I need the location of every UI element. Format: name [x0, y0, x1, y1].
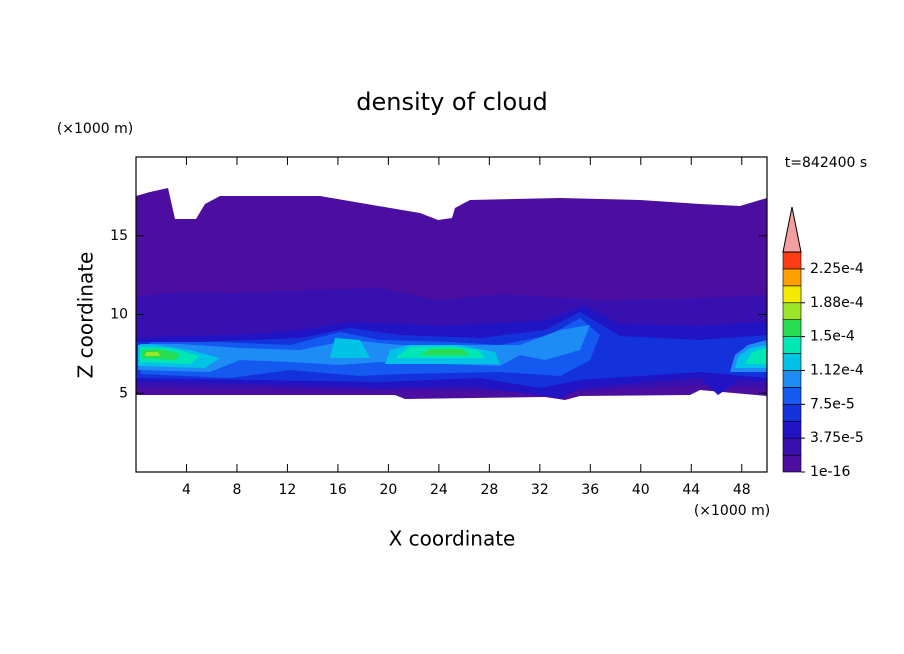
- colorbar-tick-label: 7.5e-5: [810, 396, 855, 412]
- colorbar-tick-label: 1e-16: [810, 464, 850, 480]
- x-tick-label: 24: [430, 482, 448, 498]
- y-tick-label: 15: [110, 228, 128, 244]
- colorbar-band: [782, 319, 802, 337]
- x-unit: (×1000 m): [694, 503, 770, 519]
- contour-region: [420, 349, 470, 355]
- colorbar-band: [782, 302, 802, 320]
- colorbar-tick-label: 1.88e-4: [810, 295, 864, 311]
- x-tick-label: 16: [329, 482, 347, 498]
- x-tick-label: 8: [232, 482, 241, 498]
- contour-region: [145, 352, 160, 356]
- contour-region: [142, 349, 180, 360]
- y-axis-label: Z coordinate: [74, 252, 98, 379]
- x-tick-label: 32: [531, 482, 549, 498]
- colorbar-band: [782, 454, 802, 473]
- colorbar-band: [782, 251, 802, 270]
- x-tick-label: 44: [682, 482, 700, 498]
- x-tick-label: 4: [182, 482, 191, 498]
- colorbar-band: [782, 404, 802, 422]
- colorbar: 1e-16 3.75e-5 7.5e-5 1.12e-4 1.5e-4 1.88e-4 2.…: [782, 206, 864, 480]
- colorbar-tick-label: 3.75e-5: [810, 430, 864, 446]
- contour-region: [745, 348, 767, 364]
- x-tick-label: 40: [632, 482, 650, 498]
- x-tick-label: 12: [279, 482, 297, 498]
- colorbar-extension: [782, 206, 802, 253]
- colorbar-band: [782, 353, 802, 371]
- colorbar-band: [782, 387, 802, 405]
- colorbar-tick-label: 1.12e-4: [810, 362, 864, 378]
- y-tick-label: 10: [110, 307, 128, 323]
- colorbar-band: [782, 336, 802, 354]
- chart-title: density of cloud: [356, 88, 547, 116]
- x-tick-label: 28: [480, 482, 498, 498]
- x-tick-label: 36: [581, 482, 599, 498]
- colorbar-band: [782, 285, 802, 304]
- colorbar-tick-label: 2.25e-4: [810, 261, 864, 277]
- colorbar-tick-label: 1.5e-4: [810, 329, 855, 345]
- colorbar-band: [782, 420, 802, 439]
- colorbar-band: [782, 370, 802, 388]
- contour-field: [136, 188, 767, 400]
- contour-region: [330, 338, 370, 358]
- colorbar-band: [782, 268, 802, 287]
- y-tick-label: 5: [119, 385, 128, 401]
- x-axis-label: X coordinate: [389, 527, 516, 551]
- colorbar-band: [782, 437, 802, 456]
- time-annotation: t=842400 s: [785, 155, 867, 171]
- x-tick-label: 48: [733, 482, 751, 498]
- y-unit: (×1000 m): [57, 121, 133, 137]
- x-tick-label: 20: [379, 482, 397, 498]
